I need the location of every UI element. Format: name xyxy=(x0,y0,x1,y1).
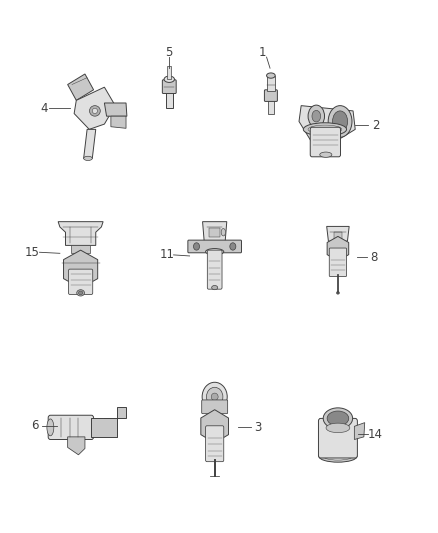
FancyBboxPatch shape xyxy=(265,90,277,101)
Polygon shape xyxy=(64,250,98,288)
Polygon shape xyxy=(202,222,227,243)
Ellipse shape xyxy=(336,292,339,294)
Polygon shape xyxy=(74,87,115,130)
Ellipse shape xyxy=(323,408,353,429)
Ellipse shape xyxy=(312,110,321,122)
Text: 14: 14 xyxy=(368,427,383,441)
Ellipse shape xyxy=(308,125,342,134)
FancyBboxPatch shape xyxy=(48,415,94,440)
Ellipse shape xyxy=(89,106,100,116)
FancyBboxPatch shape xyxy=(162,80,176,93)
Polygon shape xyxy=(58,222,103,245)
Ellipse shape xyxy=(212,286,218,290)
FancyBboxPatch shape xyxy=(310,127,340,157)
Ellipse shape xyxy=(326,423,350,433)
Polygon shape xyxy=(354,423,365,440)
Ellipse shape xyxy=(323,453,353,460)
Ellipse shape xyxy=(308,105,325,127)
Bar xyxy=(167,66,171,79)
Text: 4: 4 xyxy=(40,102,48,115)
Bar xyxy=(267,76,275,91)
Ellipse shape xyxy=(328,106,352,138)
FancyBboxPatch shape xyxy=(202,400,228,414)
Ellipse shape xyxy=(205,248,224,255)
Ellipse shape xyxy=(206,387,223,406)
Polygon shape xyxy=(104,103,127,116)
FancyBboxPatch shape xyxy=(207,250,222,289)
Text: 1: 1 xyxy=(258,46,266,59)
Text: 2: 2 xyxy=(372,119,379,132)
Bar xyxy=(166,92,173,108)
Polygon shape xyxy=(67,437,85,455)
Ellipse shape xyxy=(211,393,218,400)
FancyBboxPatch shape xyxy=(329,248,346,277)
Ellipse shape xyxy=(84,156,92,160)
Ellipse shape xyxy=(78,291,83,295)
Ellipse shape xyxy=(230,243,236,250)
Bar xyxy=(71,245,90,253)
Polygon shape xyxy=(111,116,126,128)
Text: 8: 8 xyxy=(370,251,378,263)
FancyBboxPatch shape xyxy=(205,426,224,462)
Polygon shape xyxy=(84,130,96,158)
Text: 11: 11 xyxy=(159,248,175,261)
Polygon shape xyxy=(327,227,349,241)
FancyBboxPatch shape xyxy=(188,240,241,253)
Ellipse shape xyxy=(319,450,357,462)
Ellipse shape xyxy=(164,76,174,83)
Polygon shape xyxy=(299,106,355,142)
Ellipse shape xyxy=(92,108,98,114)
Polygon shape xyxy=(92,407,126,437)
Ellipse shape xyxy=(221,229,226,236)
Text: 6: 6 xyxy=(32,419,39,432)
Ellipse shape xyxy=(77,290,85,296)
Bar xyxy=(268,100,274,114)
Polygon shape xyxy=(327,237,349,261)
Polygon shape xyxy=(201,410,229,443)
Ellipse shape xyxy=(194,243,200,250)
Ellipse shape xyxy=(327,411,349,426)
Text: 5: 5 xyxy=(166,46,173,59)
Ellipse shape xyxy=(47,419,54,436)
FancyBboxPatch shape xyxy=(68,269,93,294)
Ellipse shape xyxy=(320,152,332,157)
FancyBboxPatch shape xyxy=(318,418,357,458)
Text: 15: 15 xyxy=(25,246,39,259)
Bar xyxy=(334,232,342,239)
Polygon shape xyxy=(67,74,94,100)
Text: 3: 3 xyxy=(254,421,261,434)
Ellipse shape xyxy=(202,382,227,411)
Ellipse shape xyxy=(267,73,275,78)
Bar xyxy=(209,228,220,238)
Ellipse shape xyxy=(332,111,348,132)
Ellipse shape xyxy=(304,123,346,136)
